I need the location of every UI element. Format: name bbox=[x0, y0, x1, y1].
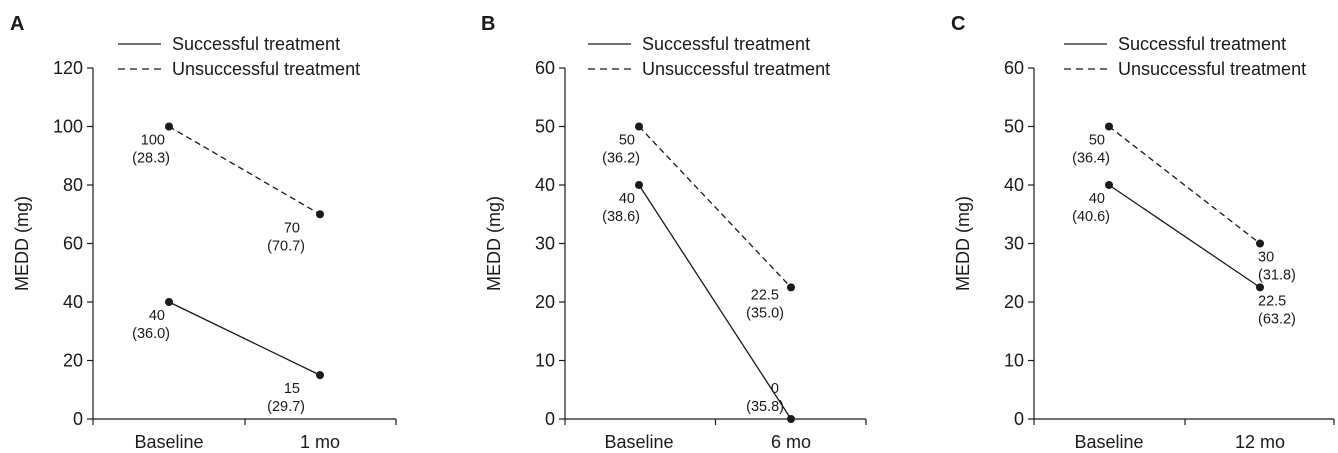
legend-label: Successful treatment bbox=[1118, 34, 1286, 54]
data-point bbox=[1256, 239, 1264, 248]
y-tick-label: 10 bbox=[535, 351, 555, 371]
y-axis-title: MEDD (mg) bbox=[12, 196, 32, 291]
y-axis-title: MEDD (mg) bbox=[953, 196, 973, 291]
series-line-successful bbox=[638, 184, 792, 420]
y-tick-label: 120 bbox=[53, 58, 83, 78]
y-tick-label: 50 bbox=[535, 117, 555, 137]
data-value-label: 22.5 bbox=[1258, 293, 1286, 309]
series-line-unsuccessful bbox=[1108, 125, 1261, 245]
y-tick-label: 0 bbox=[1014, 409, 1024, 429]
data-point bbox=[635, 181, 643, 189]
y-tick-label: 0 bbox=[545, 409, 555, 429]
x-tick-label: 1 mo bbox=[300, 432, 340, 452]
y-tick-label: 40 bbox=[1004, 175, 1024, 195]
data-point bbox=[787, 415, 795, 423]
series-line-unsuccessful bbox=[638, 126, 792, 288]
data-value-label: 22.5 bbox=[751, 287, 779, 303]
data-value-label: 30 bbox=[1258, 250, 1274, 266]
panel-label: C bbox=[951, 13, 965, 35]
data-point bbox=[787, 283, 795, 292]
y-tick-label: 50 bbox=[1004, 117, 1024, 137]
data-point bbox=[1256, 283, 1264, 292]
y-tick-label: 30 bbox=[1004, 234, 1024, 254]
y-tick-label: 20 bbox=[63, 351, 83, 371]
data-value-label: 15 bbox=[284, 381, 300, 397]
data-value-label: 70 bbox=[284, 220, 300, 236]
data-value-label: 40 bbox=[619, 191, 635, 207]
data-value-label: 100 bbox=[141, 133, 165, 149]
data-sd-label: (28.3) bbox=[132, 151, 170, 167]
y-tick-label: 60 bbox=[63, 234, 83, 254]
y-tick-label: 60 bbox=[535, 58, 555, 78]
panel-label: A bbox=[10, 13, 24, 35]
data-point bbox=[635, 122, 643, 131]
data-point bbox=[316, 371, 324, 380]
y-axis-title: MEDD (mg) bbox=[484, 196, 504, 291]
legend-label: Unsuccessful treatment bbox=[1118, 59, 1306, 79]
series-line-successful bbox=[1108, 184, 1261, 288]
y-tick-label: 20 bbox=[1004, 292, 1024, 312]
data-sd-label: (38.6) bbox=[602, 209, 640, 225]
data-sd-label: (36.0) bbox=[132, 326, 170, 342]
x-tick-label: Baseline bbox=[604, 432, 673, 452]
y-tick-label: 20 bbox=[535, 292, 555, 312]
y-tick-label: 60 bbox=[1004, 58, 1024, 78]
legend-label: Successful treatment bbox=[642, 34, 810, 54]
x-tick-label: Baseline bbox=[1074, 432, 1143, 452]
data-value-label: 40 bbox=[149, 308, 165, 324]
data-point bbox=[165, 298, 173, 306]
data-sd-label: (35.8) bbox=[746, 399, 784, 415]
y-tick-label: 10 bbox=[1004, 351, 1024, 371]
series-line-unsuccessful bbox=[168, 125, 321, 215]
y-tick-label: 80 bbox=[63, 175, 83, 195]
data-point bbox=[165, 122, 173, 131]
x-tick-label: Baseline bbox=[134, 432, 203, 452]
data-value-label: 50 bbox=[619, 133, 635, 149]
data-point bbox=[316, 210, 324, 219]
panel-label: B bbox=[481, 13, 495, 35]
data-point bbox=[1105, 181, 1113, 189]
chart-panel-a: A 0 20 40 60 80 100 120 Baseline 1 mo MEDD (mg) Suc… bbox=[10, 13, 397, 452]
y-tick-label: 0 bbox=[73, 409, 83, 429]
data-value-label: 50 bbox=[1089, 133, 1105, 149]
data-sd-label: (29.7) bbox=[267, 399, 305, 415]
data-sd-label: (31.8) bbox=[1258, 268, 1296, 284]
chart-panel-b: B 0 10 20 30 40 50 60 Baseline 6 mo MEDD (mg) Succe… bbox=[481, 13, 867, 452]
legend-label: Successful treatment bbox=[172, 34, 340, 54]
y-tick-label: 100 bbox=[53, 117, 83, 137]
data-sd-label: (35.0) bbox=[746, 305, 784, 321]
legend-label: Unsuccessful treatment bbox=[642, 59, 830, 79]
data-sd-label: (36.2) bbox=[602, 151, 640, 167]
data-sd-label: (40.6) bbox=[1072, 209, 1110, 225]
legend-label: Unsuccessful treatment bbox=[172, 59, 360, 79]
y-tick-label: 40 bbox=[535, 175, 555, 195]
y-tick-label: 30 bbox=[535, 234, 555, 254]
x-tick-label: 12 mo bbox=[1235, 432, 1285, 452]
data-sd-label: (63.2) bbox=[1258, 311, 1296, 327]
x-tick-label: 6 mo bbox=[771, 432, 811, 452]
data-value-label: 40 bbox=[1089, 191, 1105, 207]
data-value-label: 0 bbox=[771, 381, 779, 397]
data-point bbox=[1105, 122, 1113, 131]
data-sd-label: (36.4) bbox=[1072, 151, 1110, 167]
series-line-successful bbox=[168, 301, 321, 376]
data-sd-label: (70.7) bbox=[267, 238, 305, 254]
chart-panel-c: C 0 10 20 30 40 50 60 Baseline 12 mo MEDD (mg) Succ… bbox=[951, 13, 1335, 452]
y-tick-label: 40 bbox=[63, 292, 83, 312]
